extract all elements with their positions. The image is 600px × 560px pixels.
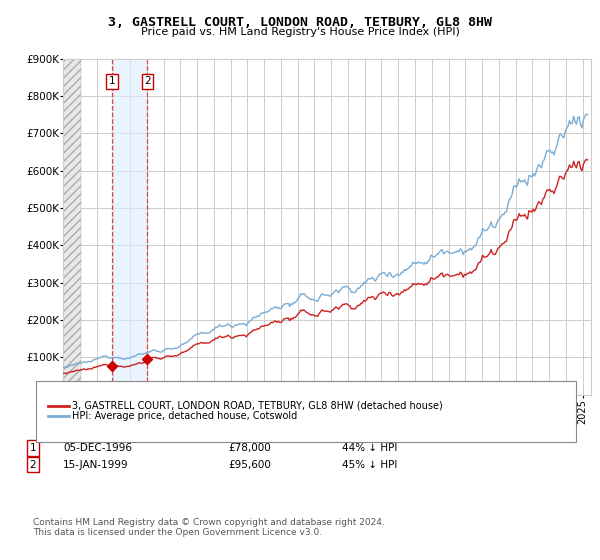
Text: £78,000: £78,000 (228, 443, 271, 453)
Text: 15-JAN-1999: 15-JAN-1999 (63, 460, 128, 470)
Text: £95,600: £95,600 (228, 460, 271, 470)
Text: Contains HM Land Registry data © Crown copyright and database right 2024.
This d: Contains HM Land Registry data © Crown c… (33, 518, 385, 538)
Text: 1: 1 (109, 76, 115, 86)
Text: 45% ↓ HPI: 45% ↓ HPI (342, 460, 397, 470)
Text: 3, GASTRELL COURT, LONDON ROAD, TETBURY, GL8 8HW (detached house): 3, GASTRELL COURT, LONDON ROAD, TETBURY,… (72, 401, 443, 411)
Bar (63, 59, 81, 395)
Bar (112, 59, 148, 395)
Text: 2: 2 (144, 76, 151, 86)
Text: 3, GASTRELL COURT, LONDON ROAD, TETBURY, GL8 8HW: 3, GASTRELL COURT, LONDON ROAD, TETBURY,… (108, 16, 492, 29)
Text: HPI: Average price, detached house, Cotswold: HPI: Average price, detached house, Cots… (72, 411, 297, 421)
Text: 05-DEC-1996: 05-DEC-1996 (63, 443, 132, 453)
Text: 44% ↓ HPI: 44% ↓ HPI (342, 443, 397, 453)
Text: 2: 2 (29, 460, 37, 470)
Text: Price paid vs. HM Land Registry's House Price Index (HPI): Price paid vs. HM Land Registry's House … (140, 27, 460, 37)
Text: 1: 1 (29, 443, 37, 453)
